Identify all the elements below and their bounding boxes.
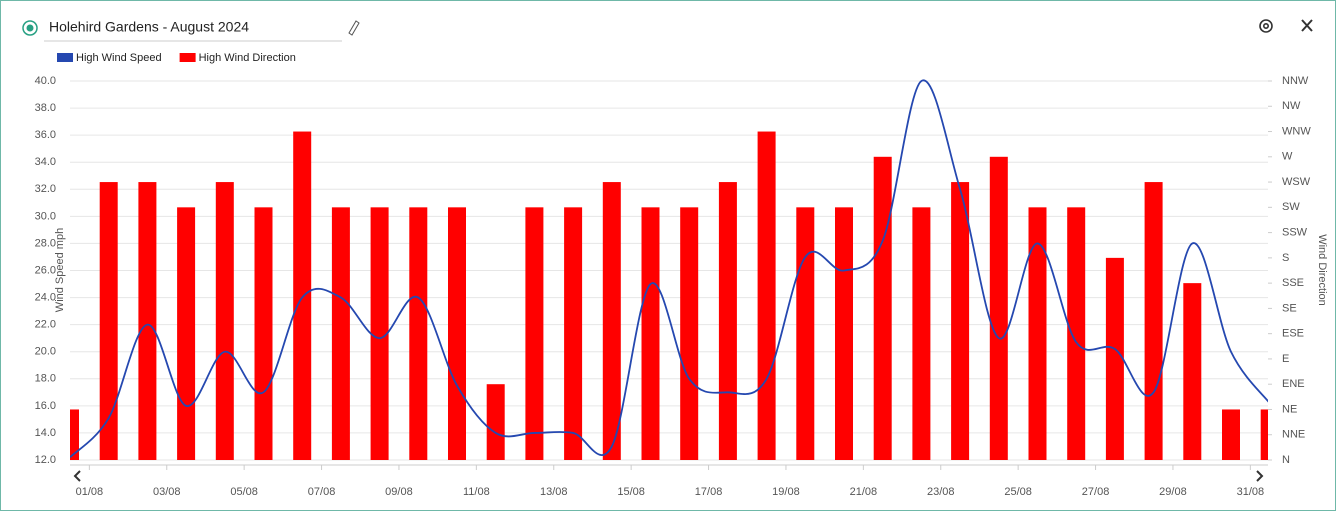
x-tick-label: 17/08 [695, 486, 723, 498]
bar [177, 207, 196, 460]
x-tick-label: 23/08 [927, 486, 955, 498]
bar [564, 207, 583, 460]
bar [138, 182, 157, 460]
legend-swatch [57, 53, 73, 62]
x-tick-label: 07/08 [308, 486, 336, 498]
bar [912, 207, 931, 460]
bar [525, 207, 544, 460]
bar [1260, 409, 1268, 460]
bar [602, 182, 621, 460]
y2-tick-label: SW [1282, 201, 1300, 213]
y-tick-label: 24.0 [35, 291, 56, 303]
bar [486, 384, 505, 460]
y2-tick-label: ENE [1282, 378, 1305, 390]
bar [254, 207, 273, 460]
y-tick-label: 32.0 [35, 183, 56, 195]
x-tick-label: 21/08 [850, 486, 878, 498]
radio-icon[interactable] [22, 20, 38, 36]
bar [409, 207, 428, 460]
bar [641, 207, 660, 460]
y-tick-label: 16.0 [35, 400, 56, 412]
panel-border [0, 0, 1336, 511]
plot-area [70, 79, 1268, 460]
bar [1222, 409, 1240, 460]
bar [989, 156, 1008, 460]
bar [331, 207, 350, 460]
y2-tick-label: SE [1282, 302, 1297, 314]
y-tick-label: 12.0 [35, 454, 56, 466]
bar [1067, 207, 1086, 460]
bar [835, 207, 853, 460]
bar [757, 131, 776, 460]
y2-tick-label: NE [1282, 403, 1297, 415]
bar [1183, 283, 1202, 460]
bar [796, 207, 815, 460]
bar [99, 182, 118, 460]
y2-tick-label: NNE [1282, 429, 1305, 441]
y-tick-label: 14.0 [35, 427, 56, 439]
legend-swatch [179, 53, 196, 62]
y-tick-label: 40.0 [35, 75, 56, 87]
edit-icon[interactable] [348, 20, 360, 36]
bar [873, 156, 892, 460]
y-tick-label: 36.0 [35, 129, 56, 141]
x-tick-label: 05/08 [230, 486, 258, 498]
bar [370, 207, 389, 460]
bar [951, 182, 970, 460]
bar [70, 409, 79, 460]
y-tick-label: 34.0 [35, 156, 56, 168]
bar [215, 182, 234, 460]
x-tick-label: 25/08 [1004, 486, 1032, 498]
x-tick-label: 19/08 [772, 486, 800, 498]
y2-tick-label: WNW [1282, 125, 1311, 137]
bar [293, 131, 312, 460]
y2-tick-label: S [1282, 252, 1289, 264]
y-axis-title: Wind Speed mph [54, 228, 66, 312]
legend-label: High Wind Direction [199, 52, 296, 64]
y-tick-label: 38.0 [35, 102, 56, 114]
x-tick-label: 13/08 [540, 486, 568, 498]
y2-axis-title: Wind Direction [1316, 234, 1328, 306]
y2-tick-label: SSE [1282, 277, 1304, 289]
scroll-left[interactable] [73, 470, 81, 482]
line [70, 79, 1268, 458]
x-tick-label: 11/08 [463, 486, 490, 498]
y2-tick-label: ESE [1282, 328, 1304, 340]
close-icon[interactable] [1301, 19, 1313, 32]
x-tick-label: 15/08 [617, 486, 645, 498]
y2-tick-label: SSW [1282, 227, 1308, 239]
y2-tick-label: NNW [1282, 75, 1309, 87]
x-tick-label: 03/08 [153, 486, 181, 498]
legend-label: High Wind Speed [76, 52, 162, 64]
x-tick-label: 31/08 [1237, 486, 1265, 498]
settings-icon[interactable] [1259, 19, 1273, 33]
bar [718, 182, 737, 460]
y-tick-label: 18.0 [35, 373, 56, 385]
x-tick-label: 01/08 [76, 486, 104, 498]
bar [1105, 257, 1124, 460]
bar [1144, 182, 1163, 460]
y-tick-label: 20.0 [35, 346, 56, 358]
y2-tick-label: NW [1282, 100, 1301, 112]
y2-tick-label: WSW [1282, 176, 1311, 188]
y-tick-label: 22.0 [35, 319, 56, 331]
scroll-right[interactable] [1256, 470, 1264, 482]
bar [680, 207, 699, 460]
bar [1028, 207, 1047, 460]
y-tick-label: 26.0 [35, 264, 56, 276]
x-tick-label: 29/08 [1159, 486, 1187, 498]
y-tick-label: 30.0 [35, 210, 56, 222]
bar [448, 207, 466, 460]
y-tick-label: 28.0 [35, 237, 56, 249]
x-tick-label: 09/08 [385, 486, 413, 498]
y2-tick-label: E [1282, 353, 1289, 365]
chart-title: Holehird Gardens - August 2024 [49, 19, 249, 35]
y2-tick-label: N [1282, 454, 1290, 466]
x-tick-label: 27/08 [1082, 486, 1110, 498]
y2-tick-label: W [1282, 151, 1293, 163]
